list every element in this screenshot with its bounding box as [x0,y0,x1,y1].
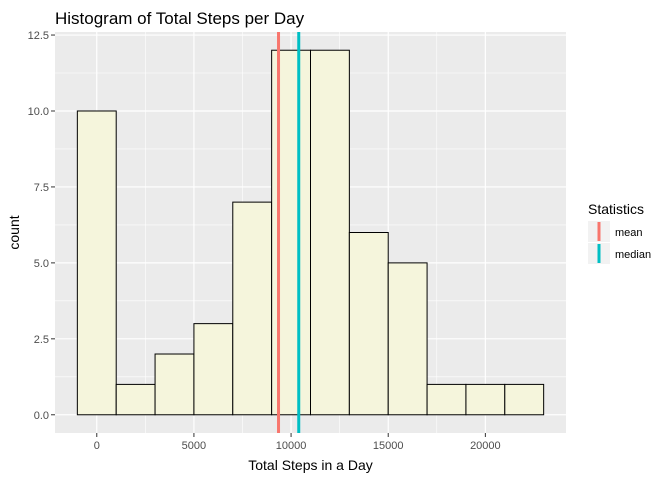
histogram-bar [232,201,273,416]
chart-title: Histogram of Total Steps per Day [55,9,305,28]
histogram-bar [504,383,545,416]
y-tick-label: 10.0 [28,106,49,118]
legend-label-median: median [615,249,651,261]
y-tick-label: 5.0 [34,258,49,270]
x-tick-label: 0 [94,440,100,452]
histogram-bar [154,353,195,416]
histogram-bar [465,383,506,416]
y-tick-label: 7.5 [34,182,49,194]
y-axis-title: count [6,215,22,249]
legend-label-mean: mean [615,227,643,239]
histogram-bar [193,323,234,416]
x-tick-label: 5000 [182,440,206,452]
histogram-bar [76,110,117,416]
y-tick-label: 0.0 [34,410,49,422]
legend: Statistics mean median [588,201,651,264]
histogram-bar [310,49,350,416]
x-tick-label: 10000 [276,440,307,452]
histogram-bar [115,383,156,416]
y-axis: 0.0 2.5 5.0 7.5 10.0 12.5 [28,30,55,422]
histogram-bar [348,232,389,416]
histogram-bar [387,262,428,416]
x-tick-label: 15000 [373,440,404,452]
x-axis: 0 5000 10000 15000 20000 [94,433,501,452]
x-tick-label: 20000 [470,440,501,452]
y-tick-label: 12.5 [28,30,49,42]
x-axis-title: Total Steps in a Day [248,457,373,473]
legend-title: Statistics [588,201,644,217]
y-tick-label: 2.5 [34,334,49,346]
histogram-bar [426,383,467,416]
reference-lines [277,32,301,433]
